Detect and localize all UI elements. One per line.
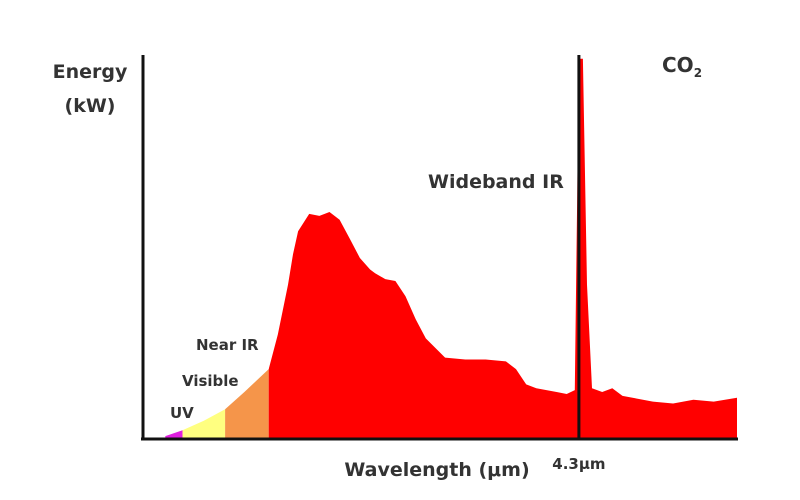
- near-ir-band-area: [225, 369, 269, 438]
- spectrum-areas: [165, 58, 737, 438]
- y-axis-label-line2: (kW): [65, 95, 116, 117]
- band-label-uv: UV: [170, 404, 194, 422]
- y-axis-label-line1: Energy: [53, 61, 128, 83]
- wideband-ir-band-area: [268, 58, 737, 438]
- visible-band-area: [182, 409, 226, 438]
- band-label-visible: Visible: [182, 372, 239, 390]
- uv-band-area: [165, 430, 183, 438]
- x-axis-label: Wavelength (μm): [344, 459, 529, 481]
- co2-annotation-subscript: 2: [694, 66, 702, 80]
- x-tick-label: 4.3μm: [552, 455, 605, 473]
- co2-annotation: CO2: [662, 53, 702, 80]
- co2-annotation-text: CO: [662, 53, 694, 77]
- band-label-near-ir: Near IR: [196, 336, 259, 354]
- band-label-wideband-ir: Wideband IR: [428, 171, 564, 193]
